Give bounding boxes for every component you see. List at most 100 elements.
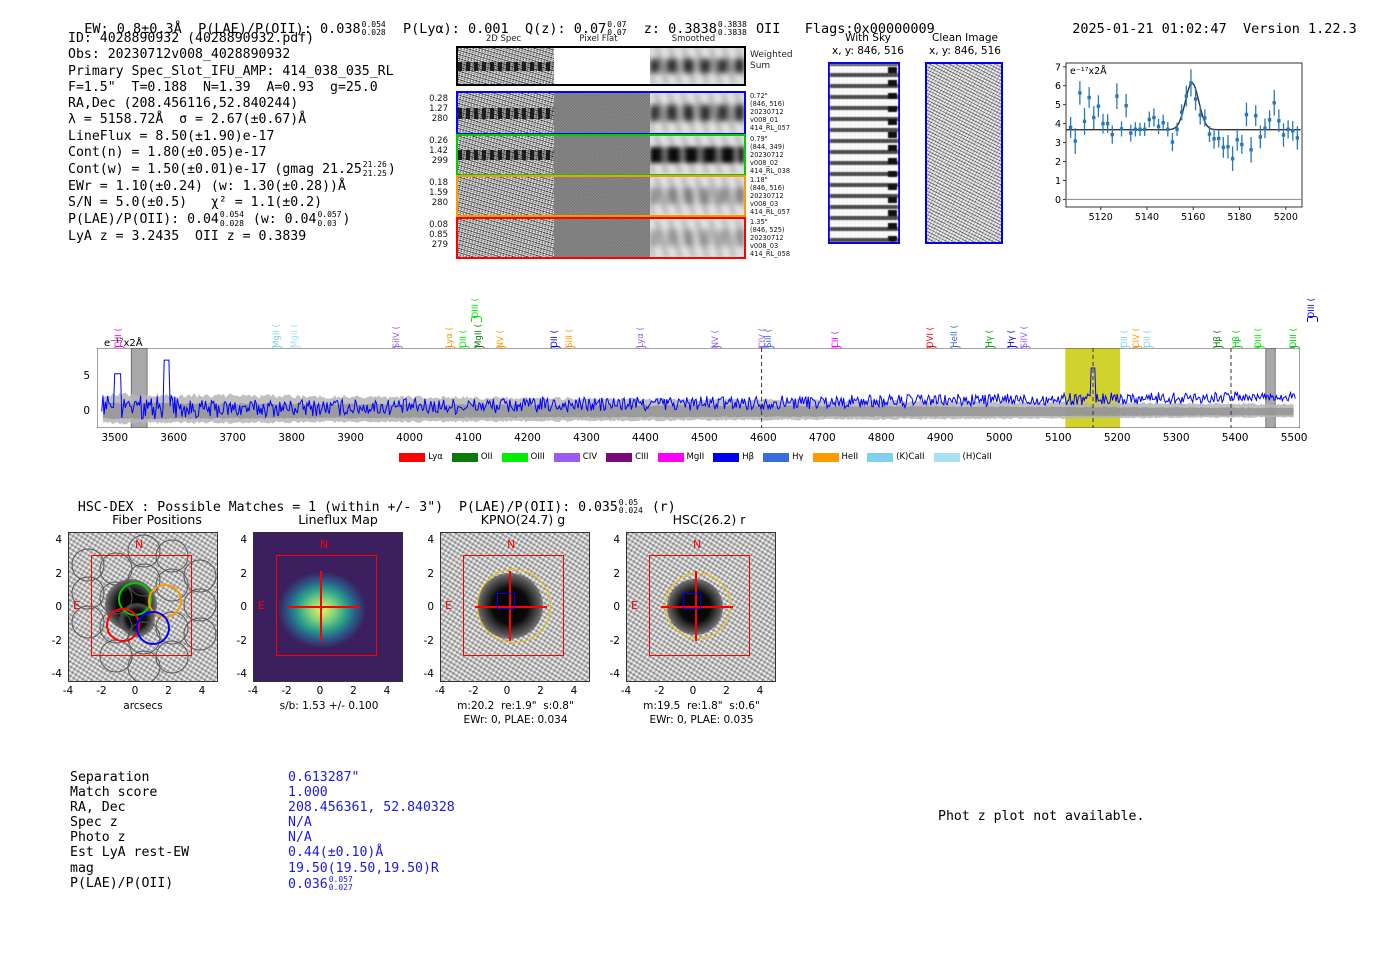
hsc-r-footer2: EWr: 0, PLAE: 0.035 <box>649 714 754 726</box>
match-value-0: 0.613287" <box>288 770 360 785</box>
svg-text:4: 4 <box>1055 119 1061 130</box>
panel-title-fiber-positions: Fiber Positions <box>112 512 202 527</box>
clean-image-coords: x, y: 846, 516 <box>929 45 1001 57</box>
info-primary-spec-slot: Primary Spec_Slot_IFU_AMP: 414_038_035_R… <box>68 63 394 79</box>
header-qz-sup: 0.07 <box>607 20 627 29</box>
spectrum-line-label-1: MgII ( <box>272 323 283 348</box>
spectrum-line-label-3: SiIV ( <box>391 325 402 348</box>
spectrum-line-label-17: HeII ( <box>950 325 961 348</box>
lineflux-map-image[interactable]: N E <box>253 532 403 682</box>
spectrum-xtick-5200: 5200 <box>1103 432 1131 444</box>
legend-swatch-Hβ <box>713 452 740 462</box>
legend-item-MgII: MgII <box>657 452 705 462</box>
legend-item-OIII: OIII <box>501 452 545 462</box>
match-value-6: 19.50(19.50,19.50)R <box>288 860 439 876</box>
header-z-species: OII <box>755 21 781 38</box>
legend-swatch-HeII <box>812 452 839 462</box>
hsc-r-image[interactable]: N E <box>626 532 776 682</box>
match-plae-sup: 0.057 <box>328 874 353 884</box>
legend-label-(H)CaII: (H)CaII <box>962 452 992 462</box>
match-value-2: 208.456361, 52.840328 <box>288 800 455 816</box>
header-plya: P(Lyα): 0.001 <box>403 21 509 38</box>
kpno-g-footer: m:20.2 re:1.9" s:0.8" <box>457 700 574 712</box>
spectrum-line-label-28: OIII ( <box>1306 297 1317 318</box>
kpno-g-image[interactable]: N E <box>440 532 590 682</box>
panel-1-ytick-4: 4 <box>240 534 247 546</box>
fiber-circles-overlay <box>71 534 217 681</box>
row-3-2dspec-image <box>458 219 554 257</box>
full-spectrum-plot <box>97 348 1300 428</box>
spec2d-col-header-smoothed: Smoothed <box>671 34 716 44</box>
spectrum-xtick-5300: 5300 <box>1162 432 1190 444</box>
fiber-positions-image[interactable]: N E <box>68 532 218 682</box>
row-2-pixelflat-image <box>554 177 650 215</box>
spectrum-xtick-4400: 4400 <box>632 432 659 444</box>
spectrum-legend: Lyα OII OIII CIV CIII MgII Hβ Hγ HeII (K)CaII (H)C… <box>0 452 1400 462</box>
header-timestamp: 2025-01-21 01:02:47 <box>1072 21 1227 37</box>
info-sn-chi2: S/N = 5.0(±0.5) χ² = 1.1(±0.2) <box>68 195 323 211</box>
compass-e-hsc: E <box>631 599 638 612</box>
info-id: ID: 4028890932 (4028890932.pdf) <box>68 31 315 46</box>
row-3-pixelflat-image <box>554 219 650 257</box>
spectrum-xtick-4200: 4200 <box>514 432 541 444</box>
svg-text:1: 1 <box>1055 176 1061 187</box>
spec2d-row-1-left-label: 0.26 1.42 299 <box>429 136 448 166</box>
svg-text:7: 7 <box>1055 62 1061 73</box>
hscdex-sub: 0.024 <box>618 506 643 516</box>
clean-image-title: Clean Image x, y: 846, 516 <box>918 32 1012 58</box>
panel-title-hsc-r: HSC(26.2) r <box>672 512 746 527</box>
panel-3-ytick-4: 4 <box>613 534 620 546</box>
clean-image <box>925 62 1003 244</box>
spectrum-x-ticks: 3500 3600 3700 3800 3900 4000 4100 4200 4300 4400… <box>60 430 1350 448</box>
spec2d-row-2-left-label: 0.18 1.59 280 <box>429 178 448 208</box>
legend-label-MgII: MgII <box>686 452 705 462</box>
row-0-smoothed-image <box>650 93 744 133</box>
hscdex-prefix: HSC-DEX : Possible Matches = 1 (within +… <box>77 500 618 516</box>
legend-item-Hγ: Hγ <box>763 452 804 462</box>
info-cont-n: Cont(n) = 1.80(±0.05)e-17 <box>68 145 267 161</box>
panel-3-xtick-2: 0 <box>689 685 697 697</box>
header-qz-label: Q(z): 0.07 <box>524 21 607 38</box>
weighted-sum-2dspec-image <box>458 48 554 84</box>
match-key-6: mag <box>70 860 94 876</box>
panel-0-ytick-3: 2 <box>55 567 62 580</box>
match-key-1: Match score <box>70 785 158 801</box>
info-cont-w-suffix: ) <box>387 162 396 178</box>
compass-n-lineflux: N <box>320 538 329 551</box>
panel-3-ytick-3: 2 <box>613 567 620 580</box>
spec2d-row-3 <box>456 217 746 259</box>
spectrum-line-label-6: OIII ( <box>471 297 482 318</box>
hsc-r-y-ticks: -4 -2 0 2 4 <box>600 532 624 682</box>
panel-3-ytick-1: -2 <box>609 634 620 647</box>
legend-label-Lyα: Lyα <box>428 452 443 462</box>
lineflux-map-y-ticks: -4 -2 0 2 4 <box>227 532 251 682</box>
spectrum-xtick-3600: 3600 <box>160 432 188 444</box>
panel-3-xtick-3: 2 <box>723 685 730 697</box>
match-value-3: N/A <box>288 815 312 831</box>
panel-0-ytick-2: 0 <box>55 601 62 613</box>
info-lineflux: LineFlux = 8.50(±1.90)e-17 <box>68 128 275 144</box>
info-plae-w-sub: 0.03 <box>317 218 337 228</box>
spectrum-line-label-16: OVI ( <box>925 326 936 348</box>
svg-text:3: 3 <box>1055 138 1061 149</box>
panel-1-xtick-1: -2 <box>281 685 292 697</box>
header-z-label: z: 0.3838 <box>643 21 717 38</box>
panel-0-xtick-1: -2 <box>96 685 107 697</box>
compass-e-kpno: E <box>445 599 452 612</box>
spectrum-line-bracket-6 <box>471 316 483 322</box>
spectrum-line-label-27: OIII ( <box>1289 327 1300 348</box>
panel-3-ytick-0: -4 <box>609 668 620 680</box>
match-key-5: Est LyA rest-EW <box>70 845 190 861</box>
spectrum-line-label-7: MgII ( <box>474 323 485 348</box>
row-2-2dspec-image <box>458 177 554 215</box>
panel-1-ytick-3: 2 <box>240 567 247 580</box>
compass-n-kpno: N <box>507 538 516 551</box>
panel-0-xtick-2: 0 <box>131 685 139 697</box>
hscdex-summary: HSC-DEX : Possible Matches = 1 (within +… <box>62 484 676 515</box>
match-value-5: 0.44(±0.10)Å <box>288 845 384 861</box>
spectrum-ytick-5: 5 <box>83 369 90 382</box>
spectrum-xtick-4900: 4900 <box>926 432 954 444</box>
legend-swatch-(H)CaII <box>933 452 960 462</box>
row-0-2dspec-image <box>458 93 554 133</box>
photz-unavailable-note: Phot z plot not available. <box>938 809 1145 824</box>
